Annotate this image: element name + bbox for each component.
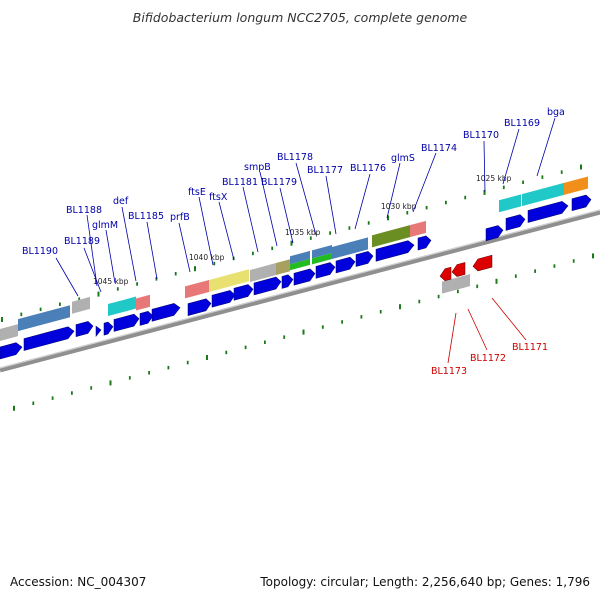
feature-box: [209, 269, 249, 292]
gene-label[interactable]: glmS: [391, 153, 415, 164]
kbp-label-1025: 1025 kbp: [476, 174, 512, 183]
gene-label[interactable]: BL1170: [463, 130, 499, 141]
cds-arrow[interactable]: [571, 194, 592, 212]
cds-arrow[interactable]: [485, 224, 504, 242]
cds-arrow[interactable]: [113, 313, 140, 332]
gene-label[interactable]: BL1189: [64, 236, 100, 247]
feature-box: [0, 324, 18, 341]
cds-arrow[interactable]: [151, 302, 181, 322]
gene-label-reverse[interactable]: BL1172: [470, 353, 506, 364]
forward-gene-labels: BL1190 BL1189 BL1188 glmM def BL1185 prf…: [22, 107, 565, 257]
gene-label[interactable]: prfB: [170, 212, 190, 223]
cds-arrow[interactable]: [505, 213, 526, 231]
cds-arrow[interactable]: [335, 256, 356, 274]
gene-label[interactable]: bga: [547, 107, 565, 118]
feature-box: [185, 279, 209, 299]
feature-box: [250, 263, 276, 283]
cds-arrow-reverse[interactable]: [451, 262, 466, 277]
kbp-label-1045: 1045 kbp: [93, 277, 129, 286]
feature-box: [290, 258, 310, 271]
kbp-label-1030: 1030 kbp: [381, 202, 417, 211]
cds-arrow[interactable]: [23, 325, 75, 351]
cds-arrow[interactable]: [375, 239, 415, 262]
gene-label-reverse[interactable]: BL1171: [512, 342, 548, 353]
leader-lines: [55, 117, 556, 364]
feature-box: [290, 250, 310, 265]
cds-arrow[interactable]: [315, 261, 336, 279]
cds-arrow-reverse[interactable]: [439, 266, 452, 282]
feature-box: [136, 294, 150, 311]
gene-label[interactable]: BL1188: [66, 205, 102, 216]
gene-label[interactable]: BL1179: [261, 177, 297, 188]
gene-label[interactable]: BL1169: [504, 118, 540, 129]
cds-arrow[interactable]: [75, 320, 94, 337]
feature-box: [332, 237, 368, 260]
cds-arrow[interactable]: [233, 283, 254, 301]
feature-box: [442, 274, 470, 294]
feature-box: [312, 245, 332, 259]
gene-label[interactable]: BL1176: [350, 163, 386, 174]
feature-boxes: [0, 176, 588, 341]
feature-box: [499, 194, 521, 213]
gene-label-reverse[interactable]: BL1173: [431, 366, 467, 377]
reverse-gene-labels: BL1173 BL1172 BL1171: [431, 342, 548, 377]
feature-box: [410, 220, 426, 238]
gene-label[interactable]: ftsX: [209, 192, 228, 203]
gene-label[interactable]: smpB: [244, 162, 271, 173]
gene-label[interactable]: BL1174: [421, 143, 457, 154]
feature-box: [372, 225, 410, 248]
gene-label[interactable]: BL1181: [222, 177, 258, 188]
cds-arrow[interactable]: [211, 289, 236, 308]
cds-arrow-reverse[interactable]: [472, 254, 493, 272]
cds-arrow[interactable]: [527, 200, 569, 223]
gene-label[interactable]: BL1178: [277, 152, 313, 163]
map-title: Bifidobacterium longum NCC2705, complete…: [132, 10, 468, 25]
feature-box: [564, 176, 588, 195]
feature-box: [522, 182, 564, 207]
feature-box: [312, 253, 332, 265]
cds-arrow[interactable]: [355, 250, 374, 267]
feature-box: [276, 259, 290, 276]
cds-arrow[interactable]: [253, 276, 282, 296]
accession-text: Accession: NC_004307: [10, 575, 147, 589]
gene-label[interactable]: ftsE: [188, 187, 206, 198]
kbp-scale: 1025 kbp 1030 kbp 1035 kbp 1040 kbp 1045…: [93, 174, 512, 286]
gene-label[interactable]: BL1190: [22, 246, 58, 257]
cds-arrow[interactable]: [187, 297, 212, 316]
forward-cds-track: [0, 194, 592, 360]
cds-arrow[interactable]: [139, 310, 154, 326]
gene-label[interactable]: def: [113, 196, 129, 207]
kbp-label-1040: 1040 kbp: [189, 253, 225, 262]
cds-arrow[interactable]: [0, 341, 23, 360]
cds-arrow[interactable]: [95, 325, 102, 337]
cds-arrow[interactable]: [103, 321, 114, 336]
gene-label[interactable]: BL1177: [307, 165, 343, 176]
gene-label[interactable]: BL1185: [128, 211, 164, 222]
cds-arrow[interactable]: [293, 268, 316, 286]
feature-box: [72, 296, 90, 314]
kbp-label-1035: 1035 kbp: [285, 228, 321, 237]
genome-backbone: [0, 209, 600, 373]
reverse-cds-track: [439, 254, 493, 282]
cds-arrow[interactable]: [281, 273, 294, 289]
feature-box: [18, 305, 70, 332]
feature-box: [108, 296, 136, 317]
cds-arrow[interactable]: [417, 235, 432, 251]
genome-summary: Topology: circular; Length: 2,256,640 bp…: [260, 575, 590, 589]
gene-label[interactable]: glmM: [92, 220, 118, 231]
